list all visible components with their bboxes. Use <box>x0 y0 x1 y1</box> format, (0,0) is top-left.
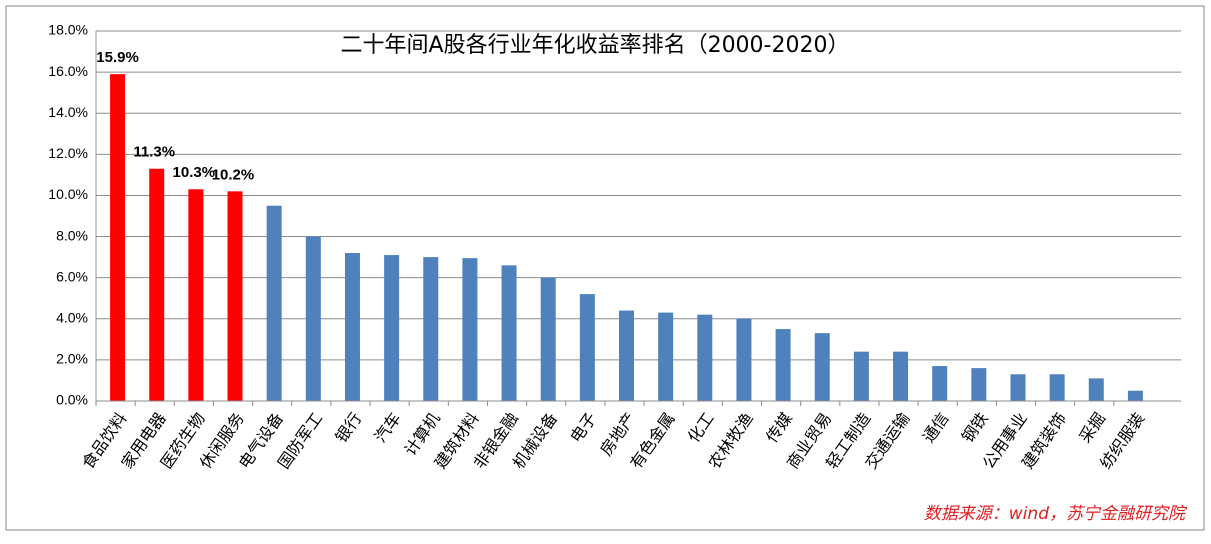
bar <box>462 258 478 401</box>
y-tick-label: 2.0% <box>56 351 88 367</box>
y-tick-label: 18.0% <box>48 22 88 38</box>
bar <box>266 205 282 401</box>
y-tick-label: 10.0% <box>48 186 88 202</box>
bar <box>501 265 517 401</box>
bar <box>1010 374 1026 401</box>
y-tick-label: 12.0% <box>48 145 88 161</box>
bar <box>658 312 674 401</box>
bar <box>932 366 948 401</box>
bar <box>736 318 752 401</box>
y-tick-label: 14.0% <box>48 104 88 120</box>
bar <box>149 168 165 401</box>
bar <box>579 294 595 401</box>
data-label: 10.3% <box>173 164 216 181</box>
bar <box>344 253 360 401</box>
bar <box>384 255 400 401</box>
bar <box>305 236 321 401</box>
source-note: 数据来源：wind，苏宁金融研究院 <box>924 504 1188 524</box>
bar <box>110 74 126 402</box>
y-tick-label: 6.0% <box>56 268 88 284</box>
data-label: 11.3% <box>133 144 175 161</box>
bar <box>1127 390 1143 401</box>
bar <box>775 329 791 401</box>
bar <box>1088 378 1104 401</box>
bar <box>423 257 439 401</box>
bar <box>540 277 556 401</box>
y-tick-label: 4.0% <box>56 309 88 325</box>
bar <box>227 191 243 401</box>
chart-title: 二十年间A股各行业年化收益率排名（2000-2020） <box>341 33 850 58</box>
bar <box>1049 374 1065 401</box>
bar <box>697 314 713 401</box>
data-label: 15.9% <box>96 49 139 66</box>
bar <box>971 368 987 401</box>
bar <box>619 310 634 401</box>
bar <box>814 333 830 401</box>
y-tick-label: 8.0% <box>56 227 88 243</box>
y-tick-label: 16.0% <box>48 63 88 79</box>
bar <box>188 189 204 401</box>
data-label: 10.2% <box>212 166 255 183</box>
bar <box>893 351 909 401</box>
y-tick-label: 0.0% <box>56 392 88 408</box>
bar <box>853 351 869 401</box>
chart-border <box>5 5 1205 531</box>
